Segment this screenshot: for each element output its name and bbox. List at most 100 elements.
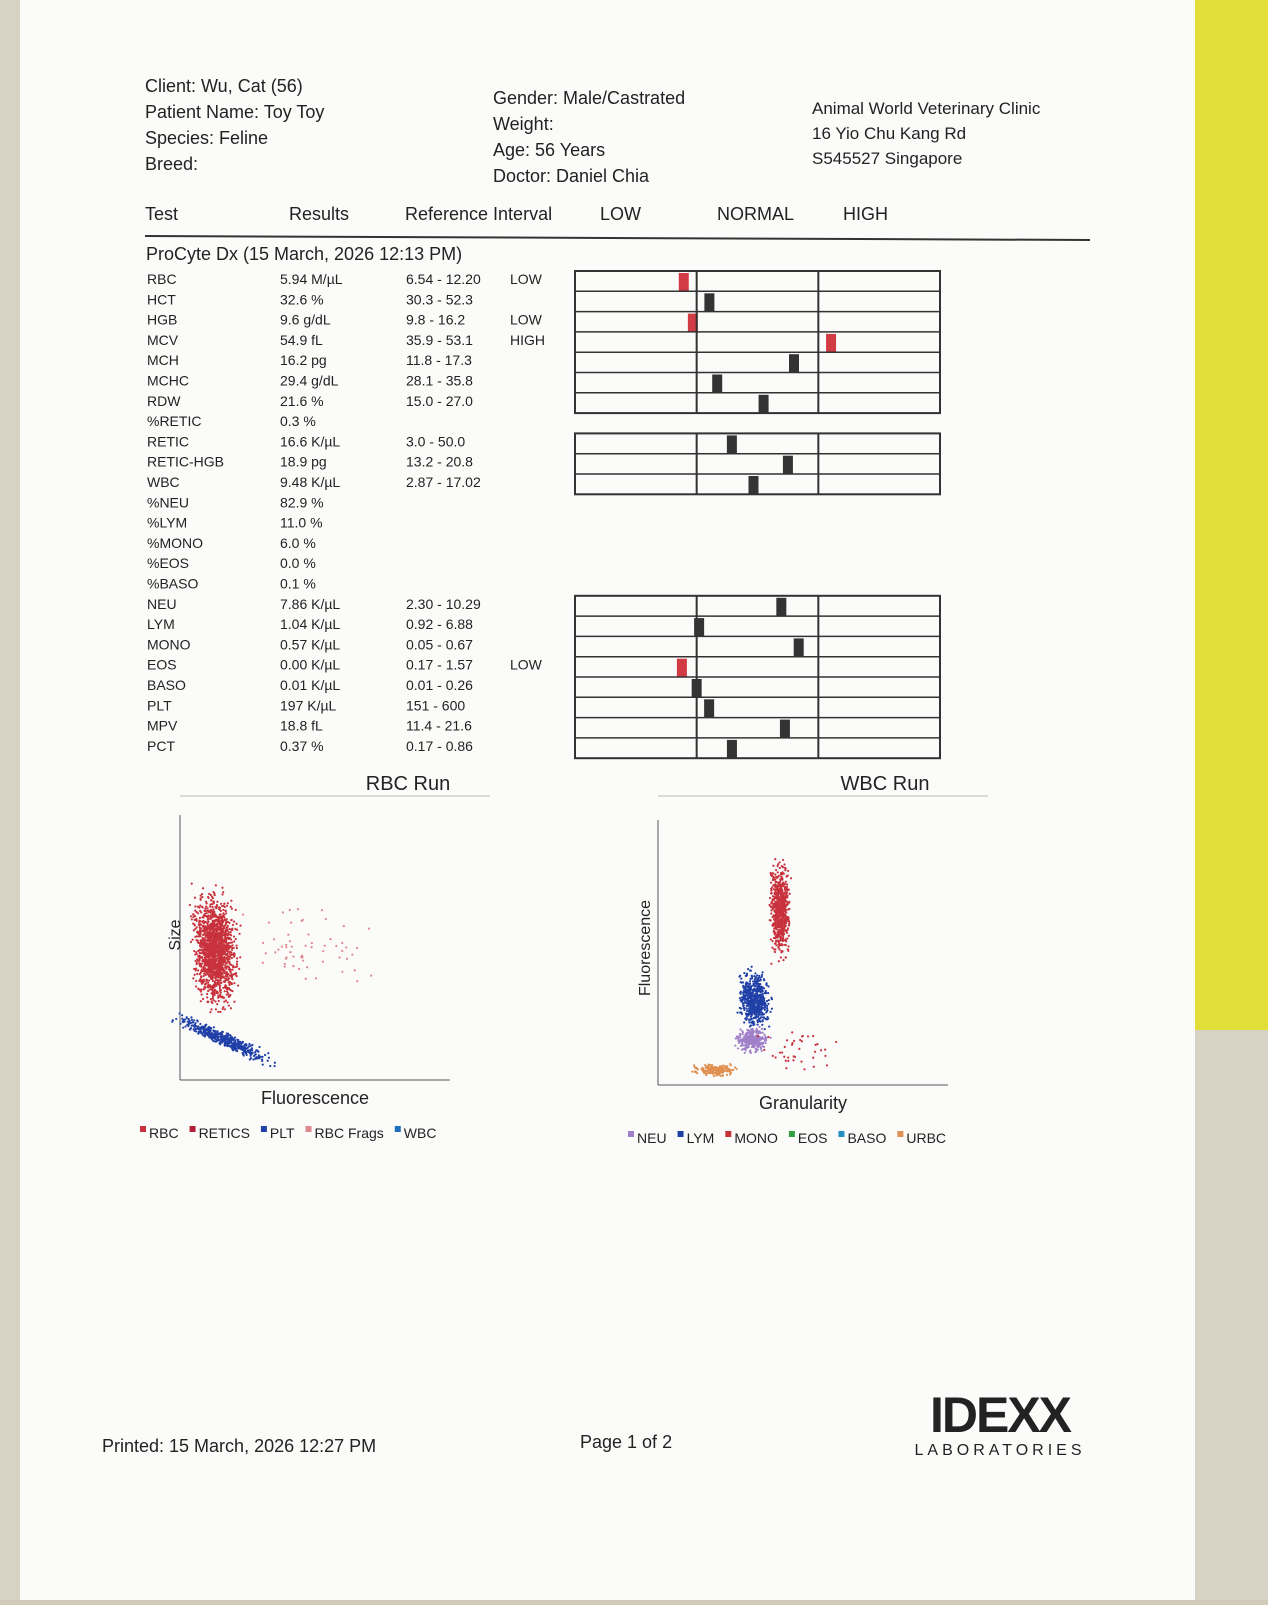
scatter-dot: [221, 969, 224, 972]
scatter-dot: [716, 1074, 719, 1077]
scatter-dot: [243, 1050, 246, 1054]
scatter-dot: [749, 986, 753, 989]
scatter-dot: [778, 908, 781, 911]
scatter-dot: [206, 916, 209, 919]
scatter-dot: [742, 1047, 745, 1051]
scatter-dot: [192, 913, 195, 916]
scatter-dot: [776, 864, 779, 868]
chart-title: WBC Run: [841, 773, 930, 795]
scatter-dot: [772, 922, 776, 925]
scatter-dot: [215, 964, 218, 967]
result-marker: [779, 719, 790, 738]
scatter-dot: [257, 1057, 260, 1060]
scatter-dot: [219, 991, 222, 994]
scatter-dot: [233, 940, 236, 943]
scatter-dot: [774, 891, 777, 894]
scatter-dot: [736, 1011, 739, 1014]
legend-swatch: [305, 1126, 312, 1132]
desk: [1190, 0, 1268, 1030]
scatter-dot: [771, 908, 774, 911]
axis-label: Fluorescence: [637, 900, 654, 996]
scatter-dot: [774, 948, 777, 951]
scatter-dot: [714, 1068, 717, 1071]
scatter-dot: [223, 1044, 226, 1047]
reference-interval: 0.92 - 6.88: [406, 616, 473, 632]
scatter-dot: [214, 1036, 217, 1040]
scatter-dot: [214, 960, 217, 963]
test-name: %RETIC: [147, 413, 201, 429]
scatter-dot: [201, 887, 205, 890]
scatter-dot: [234, 966, 237, 969]
scatter-dot: [223, 927, 226, 930]
column-header: Test: [145, 204, 178, 224]
result: 0.01 K/µL: [280, 677, 340, 693]
scatter-dot: [190, 1024, 193, 1027]
scatter-dot: [780, 921, 784, 924]
scatter-dot: [742, 993, 745, 996]
scatter-dot: [723, 1069, 726, 1072]
scatter-dot: [766, 1004, 769, 1008]
scatter-dot: [773, 927, 776, 930]
scatter-dot: [234, 1047, 237, 1050]
scatter-dot: [224, 918, 227, 921]
scatter-dot: [745, 991, 749, 994]
scatter-dot: [769, 938, 772, 941]
scatter-dot: [765, 1007, 769, 1010]
scatter-dot: [739, 981, 742, 984]
scatter-dot: [727, 1067, 730, 1070]
scatter-dot: [209, 914, 212, 917]
scatter-dot: [705, 1065, 709, 1068]
reference-interval: 0.17 - 1.57: [406, 657, 473, 673]
scatter-dot: [786, 937, 789, 940]
scatter-dot: [198, 942, 201, 945]
section-title: ProCyte Dx (15 March, 2026 12:13 PM): [146, 244, 462, 264]
scatter-dot: [199, 945, 202, 948]
scatter-dot: [218, 1032, 221, 1035]
printed-date: Printed: 15 March, 2026 12:27 PM: [102, 1436, 376, 1456]
scatter-dot: [181, 1020, 184, 1023]
scatter-dot: [208, 988, 211, 991]
scatter-dot: [200, 964, 203, 968]
scatter-dot: [216, 1039, 219, 1042]
scatter-dot: [227, 1040, 231, 1043]
scatter-dot: [196, 1019, 199, 1022]
result-marker: [694, 618, 705, 637]
scatter-dot: [756, 1042, 759, 1045]
scatter-dot: [210, 963, 213, 966]
scatter-dot: [210, 1008, 213, 1011]
scatter-dot: [214, 927, 217, 931]
scatter-dot: [718, 1065, 722, 1068]
scatter-dot: [776, 916, 779, 919]
scatter-dot: [703, 1064, 707, 1067]
scatter-dot: [205, 955, 208, 958]
scatter-dot: [758, 1030, 761, 1033]
scatter-dot: [782, 932, 786, 936]
scatter-dot: [785, 875, 788, 878]
scatter-dot: [781, 1051, 784, 1054]
scatter-dot: [803, 1068, 806, 1071]
scatter-dot: [206, 1028, 210, 1031]
scatter-dot: [198, 916, 202, 919]
scatter-dot: [221, 955, 224, 959]
scatter-dot: [748, 1007, 751, 1011]
scatter-dot: [754, 1047, 757, 1050]
scatter-dot: [214, 940, 217, 943]
scatter-dot: [235, 963, 239, 966]
scatter-dot: [199, 932, 202, 935]
scatter-dot: [785, 900, 788, 903]
scatter-dot: [179, 1022, 182, 1025]
scatter-dot: [755, 983, 758, 986]
scatter-dot: [776, 926, 779, 929]
scatter-dot: [244, 1044, 247, 1047]
scatter-dot: [746, 1034, 750, 1038]
scatter-dot: [717, 1069, 720, 1072]
scatter-dot: [738, 996, 742, 1000]
scatter-dot: [801, 1034, 804, 1038]
reference-interval: 13.2 - 20.8: [406, 454, 473, 470]
paper: [20, 0, 1195, 1600]
scatter-dot: [207, 1000, 210, 1003]
scatter-dot: [205, 925, 208, 928]
scatter-dot: [800, 1040, 803, 1043]
scatter-dot: [201, 956, 204, 959]
